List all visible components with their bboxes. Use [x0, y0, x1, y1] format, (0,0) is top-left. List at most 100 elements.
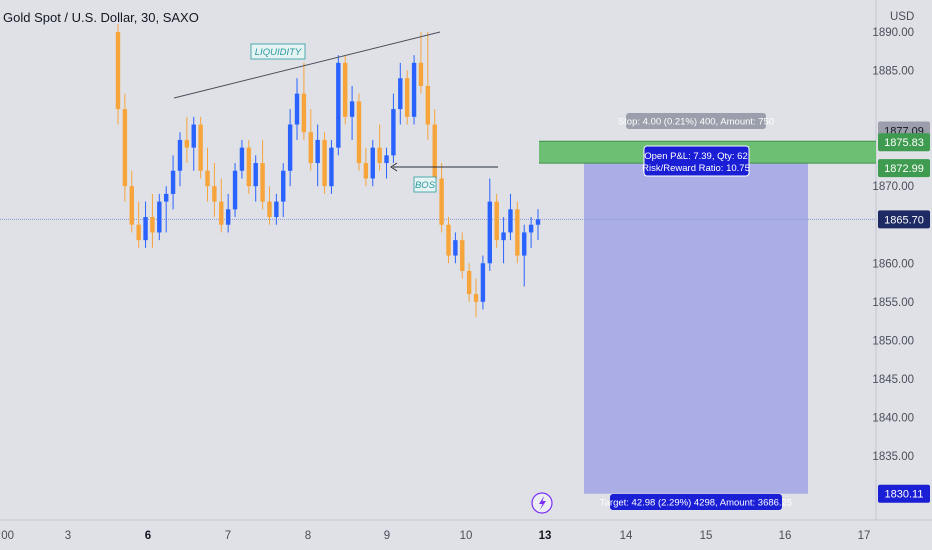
- candle-body: [343, 62, 348, 117]
- price-badge: [878, 484, 930, 503]
- y-tick-label: 1835.00: [872, 451, 914, 463]
- x-tick-label: 15: [700, 530, 713, 542]
- candle: [184, 116, 190, 164]
- y-tick-label: 1850.00: [872, 335, 914, 347]
- target-zone[interactable]: [584, 162, 808, 494]
- candle: [349, 85, 355, 140]
- bos-arrowhead: [390, 162, 398, 172]
- candle-body: [294, 93, 300, 125]
- candle-body: [418, 62, 424, 86]
- candle-body: [322, 139, 327, 187]
- bos-label: BOS: [415, 180, 436, 191]
- candle: [308, 109, 313, 171]
- candle-body: [391, 109, 396, 156]
- candle: [274, 193, 279, 225]
- candle-body: [225, 209, 231, 225]
- candle-body: [274, 201, 279, 218]
- candle: [466, 263, 472, 302]
- candle: [515, 201, 520, 264]
- liquidity-trendline[interactable]: [173, 31, 441, 99]
- price-badge: [878, 159, 930, 178]
- x-tick-label: 10: [460, 530, 473, 542]
- candle: [487, 178, 493, 271]
- candle-body: [363, 163, 369, 179]
- pnl-label-line1: Open P&L: 7.39, Qty: 62: [644, 151, 748, 162]
- candle-body: [122, 109, 128, 187]
- candle-body: [281, 170, 286, 202]
- x-tick-label: 17: [858, 530, 871, 542]
- candle: [377, 124, 382, 171]
- candle: [129, 170, 134, 233]
- price-badge-label: 1875.83: [884, 137, 924, 149]
- candle: [343, 55, 348, 125]
- candle-body: [446, 224, 451, 256]
- candle: [501, 217, 506, 264]
- stop-label-box: [626, 113, 766, 129]
- candle-body: [260, 163, 265, 202]
- candle-body: [198, 124, 203, 171]
- candle: [246, 139, 252, 194]
- bos-label-box: [413, 176, 437, 193]
- candle: [404, 70, 410, 125]
- candle-body: [384, 155, 389, 164]
- candle: [494, 193, 499, 248]
- candle-body: [212, 186, 217, 202]
- price-badge: [878, 133, 930, 152]
- x-tick-label: :00: [0, 530, 14, 542]
- candle-body: [163, 193, 169, 202]
- candle-body: [315, 139, 320, 164]
- candle: [260, 139, 265, 210]
- candle: [177, 132, 183, 187]
- candle: [363, 147, 369, 187]
- candle: [411, 55, 417, 125]
- candle-body: [349, 101, 355, 117]
- candle: [143, 201, 148, 248]
- candle-body: [232, 170, 238, 210]
- candle: [239, 139, 245, 179]
- y-tick-label: 1890.00: [872, 27, 914, 39]
- candle: [163, 186, 169, 233]
- y-tick-label: 1860.00: [872, 258, 914, 270]
- candle-body: [308, 132, 313, 164]
- candle: [336, 55, 341, 156]
- price-badge-label: 1872.99: [884, 163, 924, 175]
- candle: [225, 193, 231, 233]
- candle-body: [205, 170, 210, 187]
- price-badge-label: 1865.70: [884, 214, 924, 226]
- candle-body: [535, 219, 541, 225]
- candle-body: [219, 201, 224, 225]
- x-tick-label: 8: [305, 530, 311, 542]
- candle: [329, 139, 334, 194]
- candle: [508, 193, 513, 241]
- candle: [157, 193, 162, 241]
- candle: [439, 163, 444, 233]
- y-tick-label: 1855.00: [872, 297, 914, 309]
- candle-body: [191, 124, 196, 148]
- candle: [418, 32, 424, 94]
- candle-body: [370, 147, 375, 179]
- candle-body: [439, 178, 444, 225]
- target-label-box: [610, 494, 782, 510]
- pnl-label-box: [643, 145, 750, 177]
- candle-body: [453, 240, 458, 256]
- candle-body: [377, 147, 382, 164]
- candle: [446, 217, 451, 264]
- candle-body: [466, 270, 472, 295]
- candle-body: [150, 217, 155, 233]
- candle: [391, 93, 396, 164]
- x-tick-label: 6: [145, 530, 151, 542]
- candle: [253, 155, 258, 202]
- candle: [301, 62, 307, 140]
- lightning-icon[interactable]: [531, 492, 553, 514]
- candle: [453, 232, 458, 264]
- candle-body: [287, 124, 293, 171]
- candle: [170, 155, 176, 210]
- candle-body: [184, 139, 190, 148]
- candle: [115, 24, 121, 125]
- candle: [191, 116, 196, 171]
- candle: [322, 132, 327, 194]
- candle: [480, 255, 486, 310]
- candle: [315, 124, 320, 187]
